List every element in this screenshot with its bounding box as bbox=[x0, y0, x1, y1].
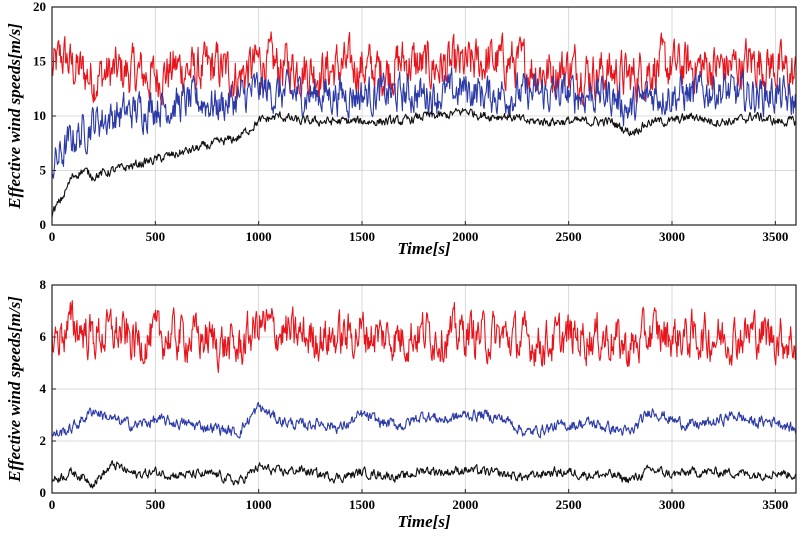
x-tick-label: 2500 bbox=[556, 497, 582, 512]
plot-frame bbox=[51, 284, 797, 494]
x-tick-label: 1500 bbox=[349, 497, 375, 512]
x-tick-label: 0 bbox=[49, 497, 56, 512]
x-tick-label: 1000 bbox=[246, 229, 272, 244]
y-tick-label: 5 bbox=[40, 163, 47, 178]
bottom-panel: 0 500 1000 1500 2000 2500 3000 3500 0 2 4 6 8 Time[s]… bbox=[5, 277, 797, 531]
y-axis-label: Effective wind speeds[m/s] bbox=[5, 23, 24, 210]
series-line-0 bbox=[51, 31, 797, 107]
x-tick-label: 500 bbox=[146, 229, 166, 244]
x-axis-label: Time[s] bbox=[397, 512, 451, 531]
y-axis-label: Effective wind speeds[m/s] bbox=[5, 296, 24, 483]
y-tick-label: 2 bbox=[40, 433, 47, 448]
x-tick-label: 2000 bbox=[452, 497, 478, 512]
series-line-1 bbox=[51, 67, 797, 179]
series-line-2 bbox=[51, 460, 797, 489]
x-axis-label: Time[s] bbox=[397, 239, 451, 258]
y-tick-label: 4 bbox=[40, 381, 47, 396]
x-tick-label: 500 bbox=[146, 497, 166, 512]
top-panel: 0 500 1000 1500 2000 2500 3000 3500 0 5 10 15 20 Time… bbox=[5, 0, 797, 258]
series-line-0 bbox=[51, 300, 797, 373]
y-tick-label: 8 bbox=[40, 277, 47, 292]
x-tick-label: 3500 bbox=[762, 497, 788, 512]
x-tick-label: 2500 bbox=[556, 229, 582, 244]
x-tick-label: 3000 bbox=[659, 497, 685, 512]
x-tick-label: 1000 bbox=[246, 497, 272, 512]
x-tick-label: 0 bbox=[49, 229, 56, 244]
series-line-2 bbox=[51, 107, 797, 218]
y-tick-label: 0 bbox=[40, 485, 47, 500]
x-tick-label: 3500 bbox=[762, 229, 788, 244]
series-line-1 bbox=[51, 401, 797, 439]
x-tick-label: 2000 bbox=[452, 229, 478, 244]
y-tick-label: 10 bbox=[33, 108, 46, 123]
x-tick-label: 1500 bbox=[349, 229, 375, 244]
y-tick-label: 20 bbox=[33, 0, 46, 14]
x-tick-label: 3000 bbox=[659, 229, 685, 244]
y-tick-label: 15 bbox=[33, 54, 47, 69]
y-tick-label: 6 bbox=[40, 329, 47, 344]
y-tick-label: 0 bbox=[40, 217, 47, 232]
plot-frame bbox=[51, 6, 797, 226]
